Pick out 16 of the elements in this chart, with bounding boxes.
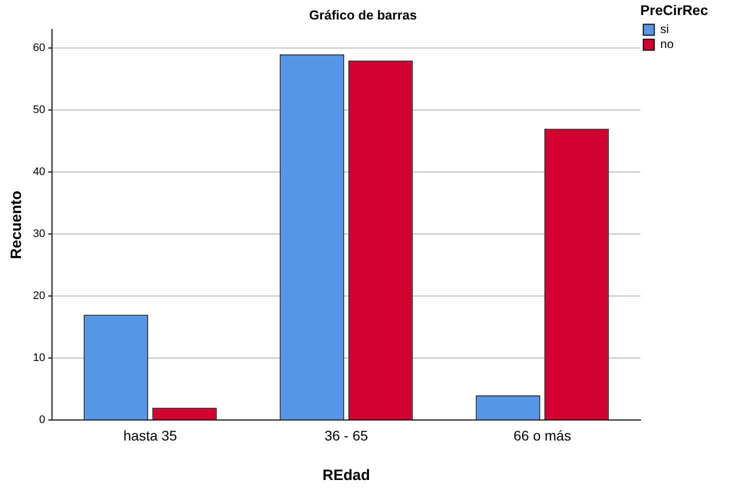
x-axis-title: REdad — [322, 467, 370, 484]
y-tick-label: 50 — [32, 104, 46, 116]
y-tick-label: 60 — [32, 42, 46, 54]
y-axis-title: Recuento — [8, 190, 26, 260]
y-tick-label: 30 — [32, 228, 46, 240]
y-tick-label: 0 — [39, 414, 46, 426]
x-tick-label: hasta 35 — [123, 427, 178, 444]
y-tick-label: 10 — [32, 352, 46, 364]
legend-title: PreCirRec — [640, 2, 708, 18]
y-tick-label: 40 — [32, 166, 46, 178]
y-tick-label: 20 — [32, 290, 46, 302]
chart-title: Gráfico de barras — [309, 7, 417, 22]
legend-label: no — [660, 37, 674, 52]
x-tick-label: 66 o más — [513, 427, 572, 444]
x-tick-label: 36 - 65 — [324, 427, 368, 444]
legend-label: si — [660, 22, 669, 36]
